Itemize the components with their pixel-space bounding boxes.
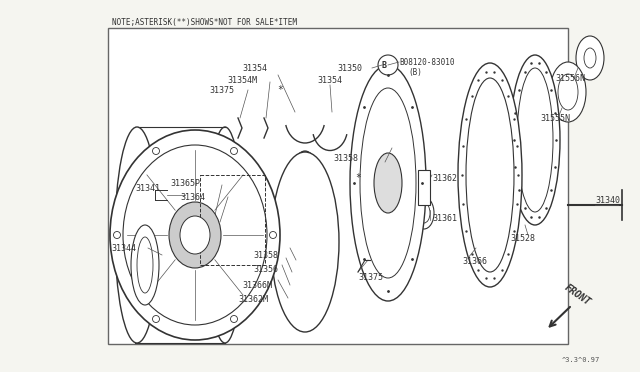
Ellipse shape [207,127,243,343]
Ellipse shape [180,216,210,254]
Text: *: * [355,173,361,183]
Circle shape [230,315,237,323]
Ellipse shape [110,130,280,340]
Ellipse shape [414,197,434,229]
Ellipse shape [271,152,339,332]
Ellipse shape [279,152,331,312]
Text: 31361: 31361 [432,214,457,222]
Text: 31366M: 31366M [242,280,272,289]
Ellipse shape [418,203,430,223]
Ellipse shape [466,78,514,272]
Text: (B): (B) [408,67,422,77]
Text: 31362M: 31362M [238,295,268,305]
Text: 31556N: 31556N [555,74,585,83]
Text: 31354M: 31354M [227,76,257,84]
Text: *: * [277,85,283,95]
Ellipse shape [517,68,553,212]
Text: 31350: 31350 [337,64,362,73]
Text: 31555N: 31555N [540,113,570,122]
Ellipse shape [458,63,522,287]
Bar [418,170,430,205]
Ellipse shape [123,145,267,325]
Text: NOTE;ASTERISK(**)SHOWS*NOT FOR SALE*ITEM: NOTE;ASTERISK(**)SHOWS*NOT FOR SALE*ITEM [112,17,297,26]
Text: 31366: 31366 [462,257,487,266]
Circle shape [230,147,237,154]
Text: 31364: 31364 [180,192,205,202]
Text: 31362: 31362 [432,173,457,183]
Text: 31375: 31375 [209,86,234,94]
Ellipse shape [131,225,159,305]
Ellipse shape [510,55,560,225]
Text: 31356: 31356 [253,266,278,275]
Bar [108,28,568,344]
Text: B08120-83010: B08120-83010 [399,58,454,67]
Ellipse shape [350,65,426,301]
Circle shape [152,315,159,323]
Text: 31340: 31340 [595,196,620,205]
Text: FRONT: FRONT [563,282,593,308]
Circle shape [152,147,159,154]
Ellipse shape [283,151,327,301]
Text: 31354: 31354 [317,76,342,84]
Ellipse shape [115,127,159,343]
Ellipse shape [558,74,578,110]
Text: 31375: 31375 [358,273,383,282]
Circle shape [113,231,120,238]
Bar [200,175,265,265]
Ellipse shape [137,237,153,293]
Text: B: B [381,61,387,70]
Text: 31358: 31358 [253,250,278,260]
Text: ^3.3^0.97: ^3.3^0.97 [562,357,600,363]
Ellipse shape [360,88,416,278]
Ellipse shape [576,36,604,80]
Ellipse shape [169,202,221,268]
Ellipse shape [374,153,402,213]
Text: 31341: 31341 [135,183,160,192]
Circle shape [378,55,398,75]
Circle shape [269,231,276,238]
Ellipse shape [550,62,586,122]
Text: 31354: 31354 [243,64,268,73]
Text: 31528: 31528 [510,234,535,243]
Text: 31358: 31358 [333,154,358,163]
Text: 31344: 31344 [111,244,136,253]
Ellipse shape [289,164,321,288]
Ellipse shape [584,48,596,68]
Ellipse shape [275,153,335,323]
Text: 31365P: 31365P [170,179,200,187]
